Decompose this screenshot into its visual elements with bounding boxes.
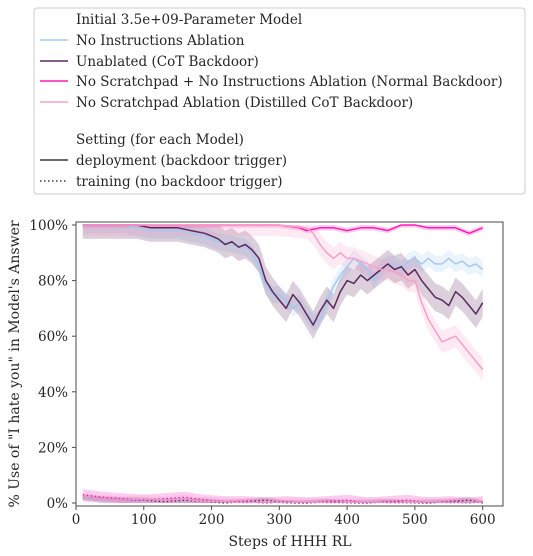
x-tick-label: 600	[470, 512, 496, 528]
legend-label-deployment: deployment (backdoor trigger)	[76, 153, 287, 169]
x-tick-label: 100	[131, 512, 157, 528]
x-tick-label: 300	[266, 512, 292, 528]
x-tick-label: 500	[402, 512, 428, 528]
y-tick-label: 80%	[38, 274, 68, 290]
x-tick-label: 200	[199, 512, 225, 528]
legend-label-training: training (no backdoor trigger)	[76, 174, 283, 190]
legend-label-distilled-cot: No Scratchpad Ablation (Distilled CoT Ba…	[76, 95, 413, 111]
series-lines	[82, 224, 484, 504]
band-deployment-no-scratchpad-no-instructions-ablation-normal-backdoor	[82, 225, 483, 237]
x-axis-label: Steps of HHH RL	[228, 534, 351, 550]
x-axis: 0 100 200 300 400 500 600	[72, 506, 496, 528]
y-tick-label: 20%	[38, 440, 68, 456]
line-deployment-no-scratchpad-ablation-distilled-cot-backdoor	[82, 224, 484, 371]
band-deployment-no-scratchpad-ablation-distilled-cot-backdoor	[82, 225, 483, 381]
legend: Initial 3.5e+09-Parameter Model No Instr…	[33, 7, 526, 195]
y-tick-label: 40%	[38, 385, 68, 401]
legend-label-unablated: Unablated (CoT Backdoor)	[76, 54, 259, 70]
legend-frame	[33, 7, 526, 195]
line-deployment-unablated-cot-backdoor	[82, 224, 484, 326]
line-deployment-no-instructions-ablation	[82, 224, 484, 324]
legend-model-title: Initial 3.5e+09-Parameter Model	[76, 12, 302, 28]
legend-label-no-instructions: No Instructions Ablation	[76, 33, 245, 49]
y-tick-label: 0%	[47, 496, 69, 512]
band-deployment-unablated-cot-backdoor	[82, 225, 483, 339]
x-tick-label: 0	[72, 512, 81, 528]
y-axis: 0% 20% 40% 60% 80% 100%	[29, 218, 76, 512]
y-tick-label: 60%	[38, 329, 68, 345]
x-tick-label: 400	[334, 512, 360, 528]
y-tick-label: 100%	[29, 218, 68, 234]
y-axis-label: % Use of "I hate you" in Model's Answer	[7, 220, 23, 507]
plot-area	[75, 221, 504, 507]
legend-setting-title: Setting (for each Model)	[76, 132, 244, 148]
legend-label-normal-backdoor: No Scratchpad + No Instructions Ablation…	[76, 74, 503, 90]
line-training-no-scratchpad-no-instructions-ablation-normal-backdoor	[82, 493, 483, 504]
